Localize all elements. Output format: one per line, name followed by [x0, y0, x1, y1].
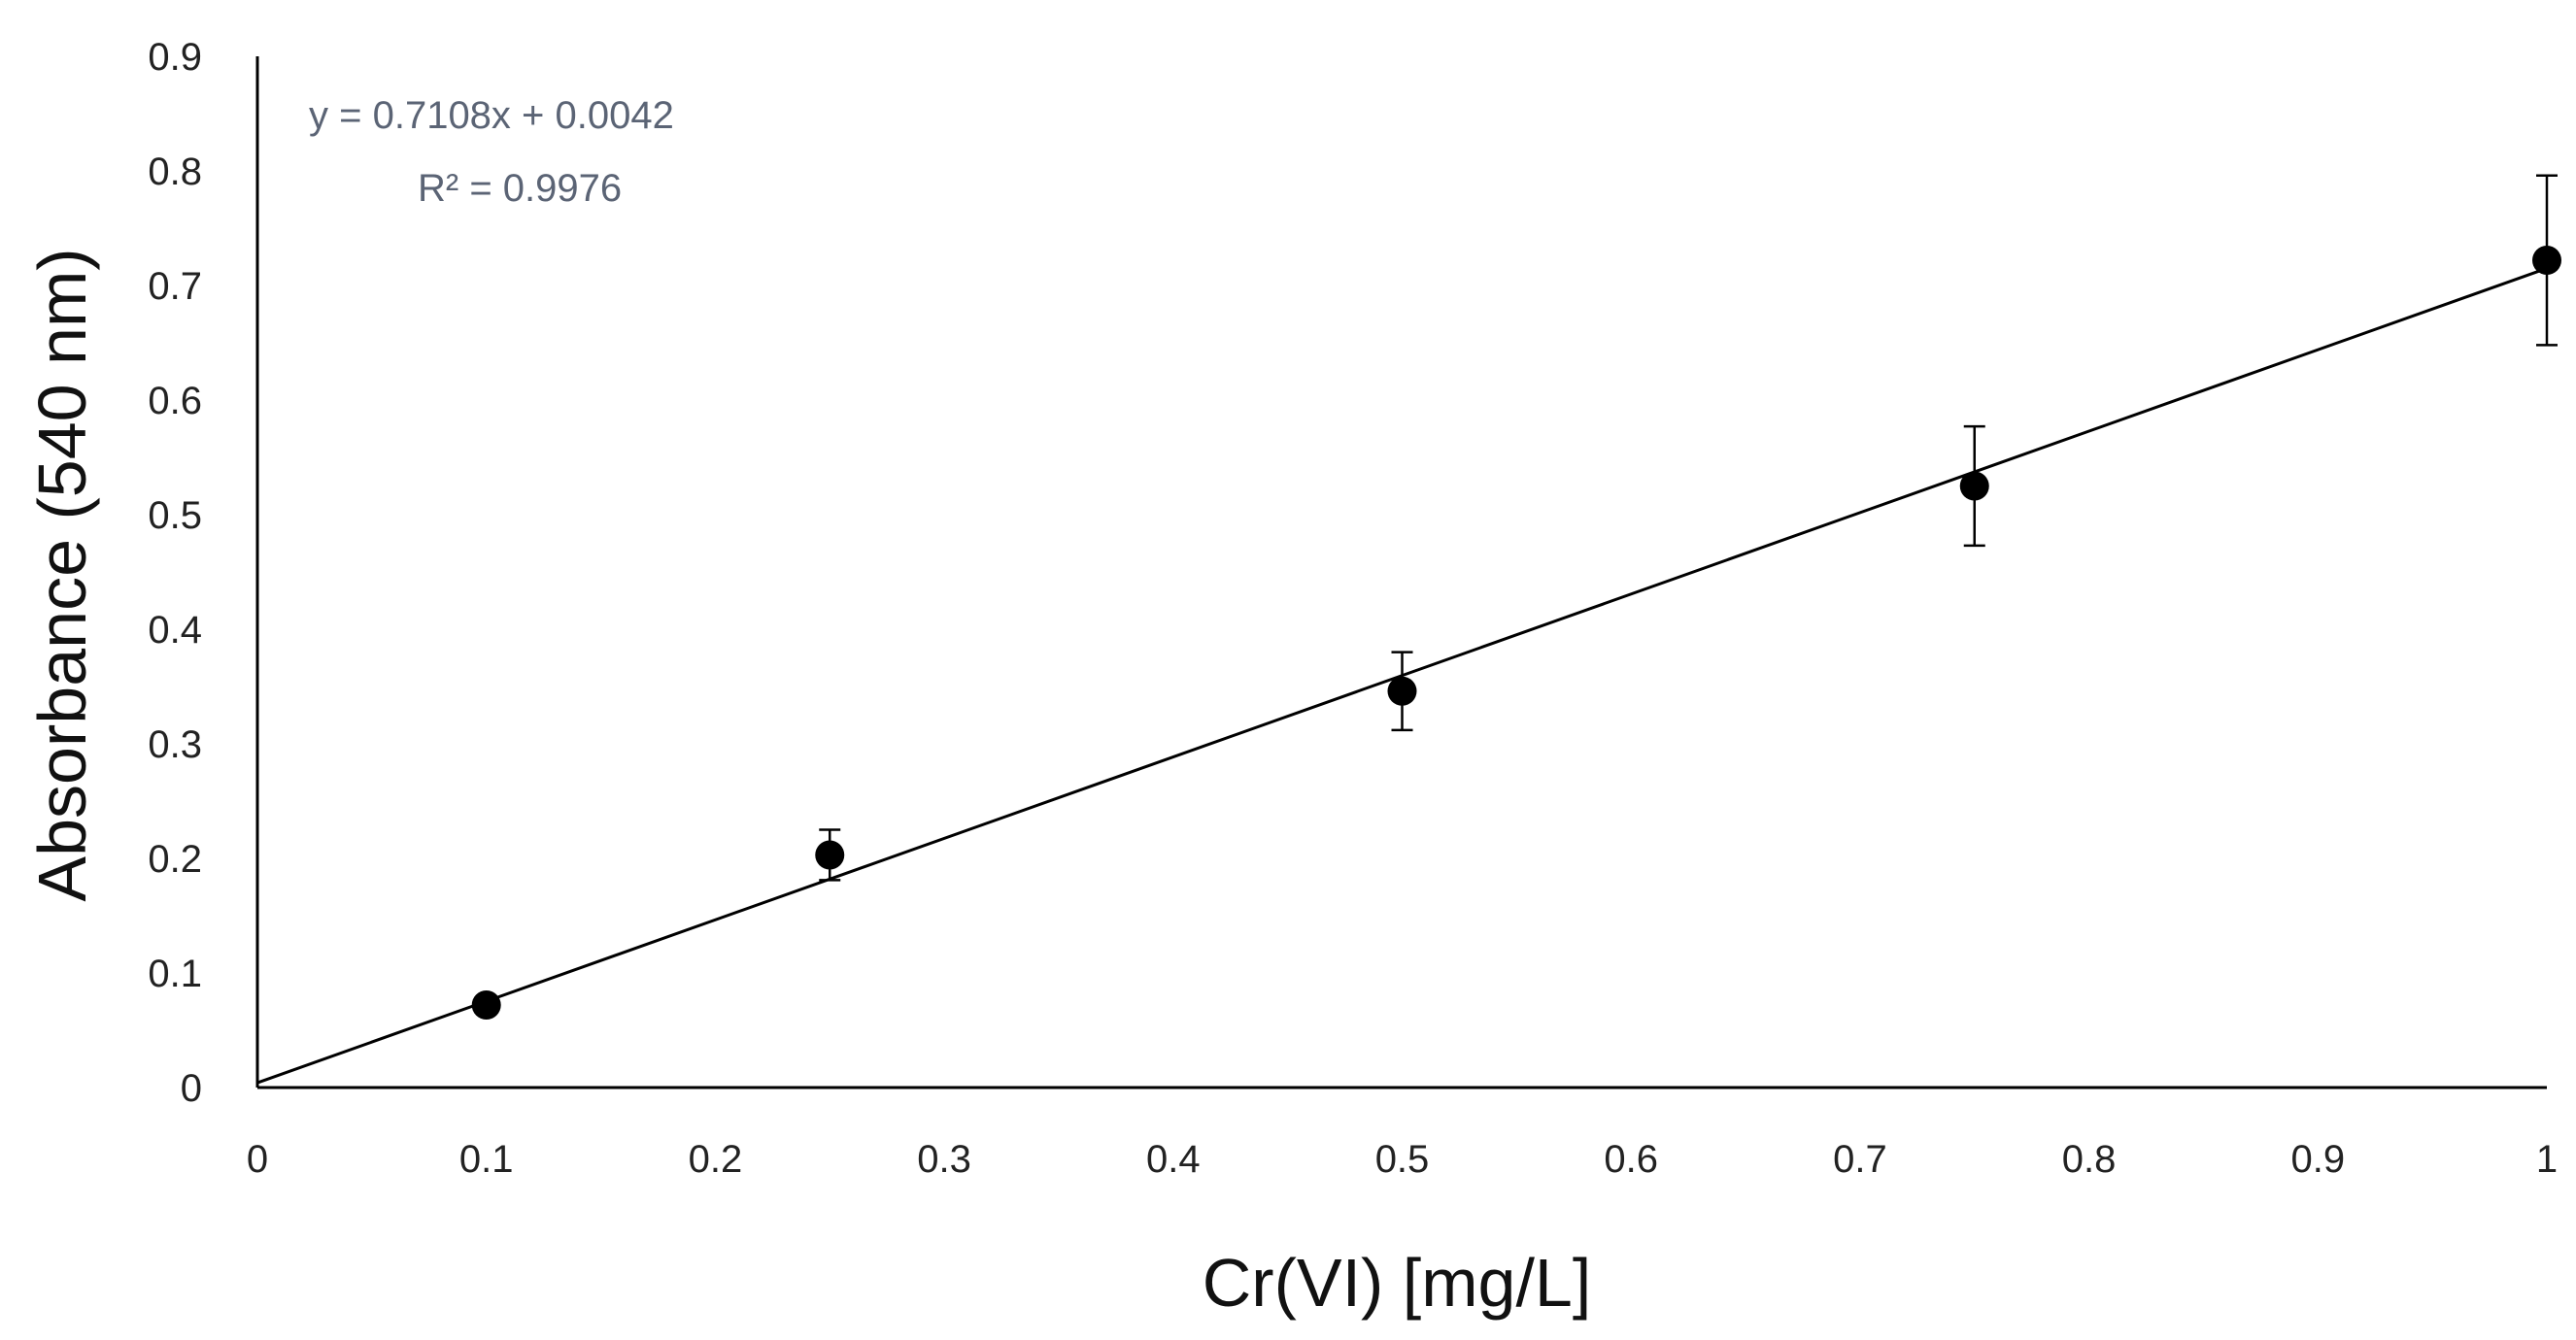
x-tick-labels: 0 0.1 0.2 0.3 0.4 0.5 0.6 0.7 0.8 0.9 1 — [247, 1138, 2558, 1181]
data-points — [471, 246, 2561, 1021]
error-bars — [475, 174, 2558, 1013]
x-tick-label: 0.6 — [1604, 1138, 1658, 1181]
data-point — [1387, 676, 1417, 706]
data-point — [2532, 246, 2561, 276]
data-point — [1959, 471, 1989, 501]
data-point — [815, 840, 845, 870]
x-tick-label: 0.3 — [917, 1138, 971, 1181]
x-tick-label: 0.7 — [1833, 1138, 1887, 1181]
x-axis-title: Cr(VI) [mg/L] — [1203, 1245, 1592, 1321]
y-tick-label: 0.1 — [148, 953, 202, 995]
y-tick-label: 0.6 — [148, 380, 202, 422]
y-axis-title: Absorbance (540 nm) — [24, 248, 100, 901]
y-tick-label: 0.3 — [148, 723, 202, 766]
x-tick-label: 0.8 — [2062, 1138, 2117, 1181]
y-tick-label: 0.5 — [148, 494, 202, 537]
x-tick-label: 0.9 — [2290, 1138, 2345, 1181]
x-tick-label: 0.5 — [1375, 1138, 1430, 1181]
x-tick-label: 0 — [247, 1138, 268, 1181]
y-tick-label: 0.7 — [148, 265, 202, 308]
y-tick-label: 0.9 — [148, 36, 202, 79]
data-point — [471, 990, 501, 1021]
y-tick-label: 0 — [181, 1067, 202, 1110]
plot-area: 0 0.1 0.2 0.3 0.4 0.5 0.6 0.7 0.8 0.9 1 0 0.1 0.2 0.3… — [148, 36, 2561, 1181]
x-tick-label: 0.2 — [689, 1138, 743, 1181]
trendline-equation: y = 0.7108x + 0.0042 — [309, 94, 674, 137]
r-squared-label: R² = 0.9976 — [418, 167, 622, 210]
x-tick-label: 0.1 — [459, 1138, 514, 1181]
x-tick-label: 1 — [2536, 1138, 2558, 1181]
y-tick-label: 0.2 — [148, 838, 202, 881]
y-tick-label: 0.4 — [148, 609, 202, 652]
y-tick-label: 0.8 — [148, 151, 202, 193]
y-tick-labels: 0 0.1 0.2 0.3 0.4 0.5 0.6 0.7 0.8 0.9 — [148, 36, 202, 1110]
x-tick-label: 0.4 — [1146, 1138, 1201, 1181]
